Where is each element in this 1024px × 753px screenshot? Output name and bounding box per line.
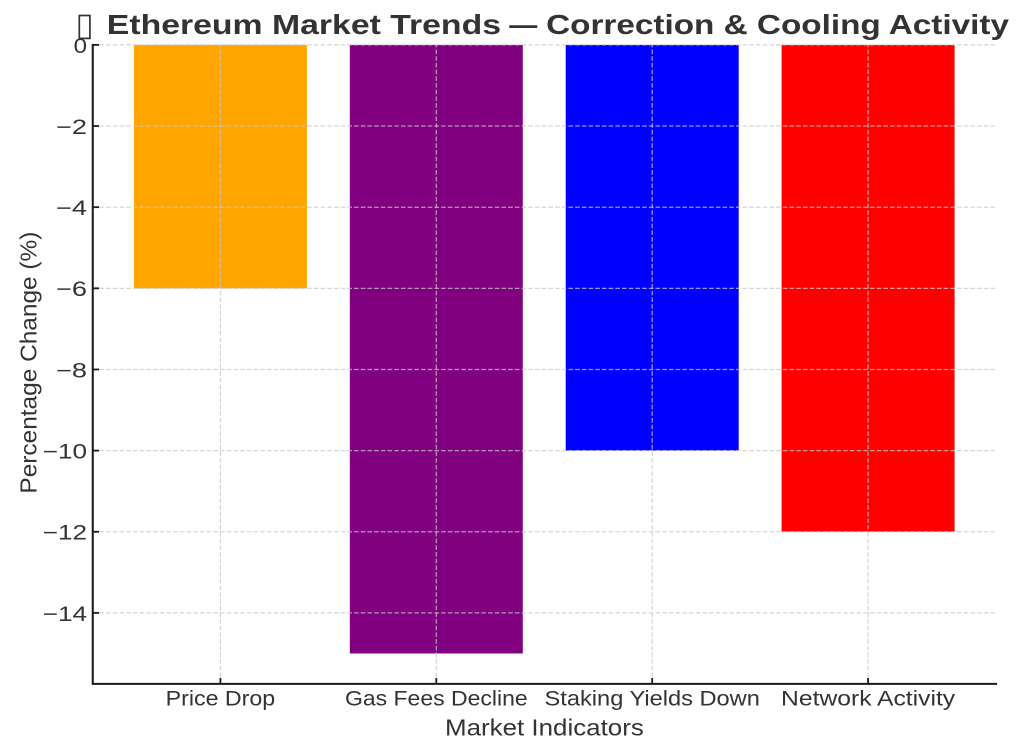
svg-text:Staking Yields Down: Staking Yields Down <box>545 687 760 710</box>
svg-text:Correction & Cooling Activity: Correction & Cooling Activity <box>546 9 1009 41</box>
svg-text:−2: −2 <box>56 116 87 139</box>
svg-text:−12: −12 <box>43 522 87 545</box>
svg-text:−6: −6 <box>56 278 87 301</box>
svg-text:—: — <box>509 9 537 40</box>
svg-text:Network Activity: Network Activity <box>781 686 956 710</box>
svg-text:0: 0 <box>74 34 87 57</box>
svg-text:Ethereum Market Trends: Ethereum Market Trends <box>107 9 501 41</box>
svg-text:−10: −10 <box>43 441 87 464</box>
svg-text:Market Indicators: Market Indicators <box>445 716 644 741</box>
svg-text:−4: −4 <box>56 197 87 220</box>
svg-text:−8: −8 <box>56 359 87 382</box>
svg-text:Price Drop: Price Drop <box>166 687 276 711</box>
svg-text:−14: −14 <box>43 603 87 626</box>
svg-text:Gas Fees Decline: Gas Fees Decline <box>345 687 528 711</box>
svg-text:Percentage Change (%): Percentage Change (%) <box>17 232 42 494</box>
